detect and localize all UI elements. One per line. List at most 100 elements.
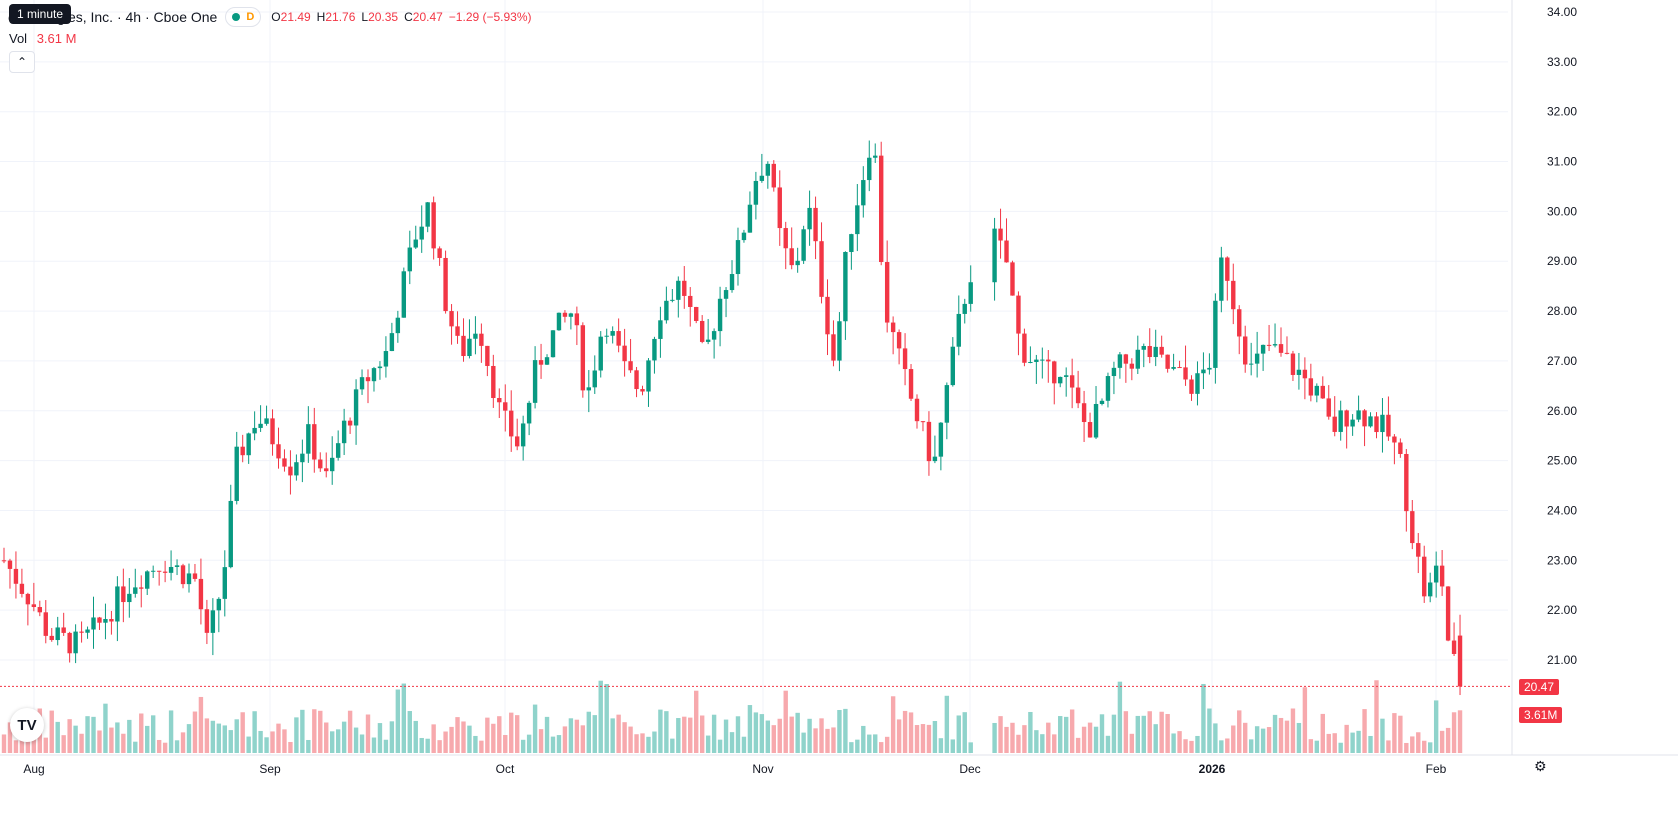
volume-bar <box>312 709 317 753</box>
candle-body <box>664 300 669 321</box>
candle-body <box>1004 240 1009 263</box>
volume-bar <box>431 724 436 753</box>
volume-bar <box>968 742 973 753</box>
y-tick-label: 23.00 <box>1547 553 1577 567</box>
candle-body <box>592 370 597 388</box>
volume-bars <box>1 680 1463 753</box>
candle-body <box>920 421 926 423</box>
candle-body <box>1123 354 1129 364</box>
candle-body <box>1398 442 1403 454</box>
candle-body <box>318 459 323 469</box>
volume-bar <box>1201 683 1206 753</box>
volume-bar <box>1350 732 1355 753</box>
chevron-up-icon: ⌃ <box>16 55 28 69</box>
volume-bar <box>1016 734 1021 753</box>
volume-bar <box>1368 735 1373 753</box>
volume-bar <box>867 734 872 753</box>
candle-body <box>401 271 407 318</box>
volume-bar <box>270 731 275 753</box>
candle-body <box>867 157 872 181</box>
candle-body <box>1350 419 1355 427</box>
candle-body <box>1189 379 1194 394</box>
volume-bar <box>497 716 502 753</box>
candle-body <box>759 175 765 181</box>
volume-bar <box>890 696 896 753</box>
volume-bar <box>1445 727 1451 753</box>
volume-bar <box>109 727 114 753</box>
volume-bar <box>425 738 430 753</box>
candle-body <box>1254 353 1260 364</box>
candle-body <box>1248 363 1254 365</box>
volume-bar <box>873 734 878 753</box>
volume-bar <box>1099 714 1105 753</box>
candle-body <box>831 334 836 361</box>
volume-bar <box>765 720 771 753</box>
volume-bar <box>437 740 442 753</box>
candle-body <box>1296 369 1302 375</box>
volume-bar <box>640 733 645 753</box>
volume-bar <box>771 725 776 753</box>
volume-bar <box>1254 726 1260 753</box>
volume-bar <box>97 730 102 753</box>
candle-body <box>783 228 788 249</box>
volume-bar <box>192 711 198 753</box>
candle-body <box>377 366 383 369</box>
candle-body <box>1338 410 1343 432</box>
volume-bar <box>1404 742 1409 753</box>
candle-body <box>556 312 562 331</box>
candle-body <box>127 593 132 603</box>
candle-body <box>449 311 454 327</box>
volume-bar <box>1439 730 1445 753</box>
candle-body <box>216 598 222 611</box>
candle-body <box>419 226 424 240</box>
candle-body <box>532 360 538 403</box>
candle-body <box>998 228 1003 241</box>
volume-bar <box>1237 710 1242 753</box>
candle-body <box>1195 373 1200 394</box>
volume-bar <box>300 709 305 753</box>
volume-bar <box>1177 731 1182 753</box>
candle-body <box>97 617 102 623</box>
volume-bar <box>550 736 556 753</box>
y-tick-label: 22.00 <box>1547 603 1577 617</box>
candle-body <box>1308 378 1314 396</box>
volume-bar <box>479 740 484 753</box>
tradingview-logo[interactable]: TV <box>10 708 44 742</box>
candle-body <box>222 567 227 599</box>
gear-icon[interactable]: ⚙ <box>1534 758 1547 774</box>
volume-bar <box>1034 730 1039 753</box>
volume-bar <box>777 718 782 753</box>
volume-bar <box>1314 740 1320 753</box>
market-status-pill[interactable]: D <box>225 7 262 27</box>
candle-body <box>324 468 329 472</box>
candle-body <box>425 202 430 227</box>
volume-bar <box>753 712 759 753</box>
candle-body <box>1231 280 1236 310</box>
collapse-legend-button[interactable]: ⌃ <box>9 51 35 73</box>
volume-bar <box>1410 736 1415 753</box>
volume-bar <box>341 721 347 753</box>
volume-bar <box>950 739 956 753</box>
volume-bar <box>879 742 884 753</box>
candle-body <box>31 604 37 608</box>
candle-body <box>1326 398 1331 417</box>
volume-bar <box>646 736 651 753</box>
candle-body <box>1290 353 1296 375</box>
volume-bar <box>544 716 550 753</box>
candle-body <box>240 446 245 456</box>
candle-body <box>145 571 150 589</box>
volume-bar <box>717 739 723 753</box>
candle-body <box>861 180 866 206</box>
candle-body <box>1183 367 1188 380</box>
y-tick-label: 32.00 <box>1547 105 1577 119</box>
candle-body <box>353 389 359 426</box>
volume-bar <box>944 695 950 753</box>
volume-bar <box>664 711 669 753</box>
candle-body <box>950 346 956 386</box>
candle-body <box>610 331 615 336</box>
volume-bar <box>85 716 90 753</box>
candle-body <box>616 331 621 346</box>
volume-bar <box>914 725 920 753</box>
candle-body <box>1314 385 1320 396</box>
